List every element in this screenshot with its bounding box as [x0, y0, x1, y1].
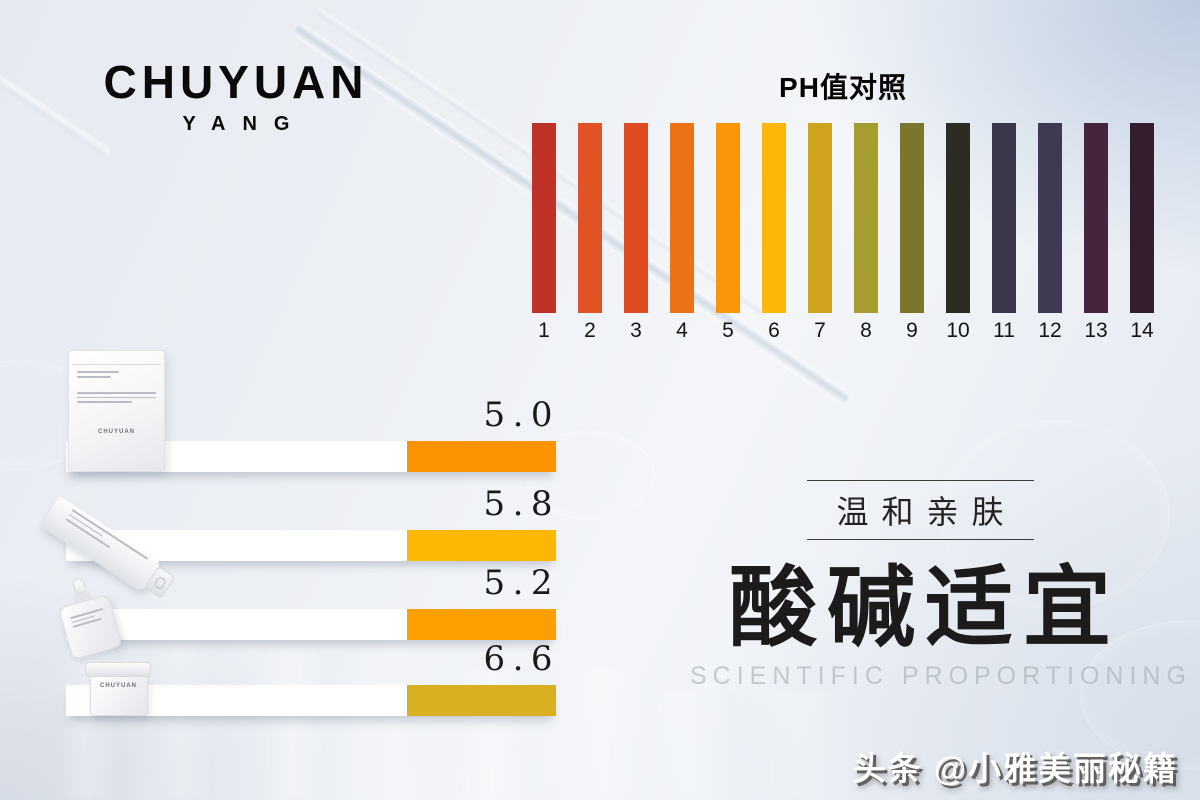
- ph-level-number: 7: [814, 319, 826, 342]
- ph-level-7: 7: [808, 123, 832, 343]
- ph-color-swatch: [1038, 123, 1062, 313]
- test-tube-decoration: [650, 690, 850, 800]
- ph-color-swatch: [762, 123, 786, 313]
- ph-scale-strip: 1 2 3 4 5 6 7 8 9 10 11 12 13 14: [532, 123, 1154, 343]
- brand-subname: YANG: [182, 113, 307, 136]
- ph-color-swatch: [946, 123, 970, 313]
- ph-value-segment: [407, 441, 556, 472]
- ph-color-swatch: [624, 123, 648, 313]
- ph-level-number: 4: [676, 319, 688, 342]
- cleanser-tube-image: [40, 477, 194, 599]
- divider-bottom: [806, 539, 1034, 540]
- ph-value-label: 5.2: [483, 563, 560, 603]
- ph-color-swatch: [578, 123, 602, 313]
- ph-scale-title: PH值对照: [779, 72, 907, 103]
- ph-level-number: 6: [768, 319, 780, 342]
- ph-level-number: 14: [1130, 319, 1154, 342]
- product-row-serum: 5.2: [58, 563, 556, 661]
- product-row-cleanser: 5.8: [40, 484, 556, 599]
- ph-color-swatch: [992, 123, 1016, 313]
- ph-value-label: 5.8: [483, 484, 560, 524]
- divider-top: [806, 480, 1034, 481]
- ph-level-number: 5: [722, 319, 734, 342]
- facial-mask-sachet-image: CHUYUAN: [68, 350, 165, 472]
- brand-logo: CHUYUAN YANG: [90, 58, 382, 136]
- ph-level-number: 1: [538, 319, 550, 342]
- claim-english-caption: SCIENTIFIC PROPORTIONING: [690, 662, 1192, 690]
- ph-level-number: 9: [906, 319, 918, 342]
- test-tube-decoration: [260, 650, 430, 800]
- ph-color-swatch: [716, 123, 740, 313]
- ph-level-12: 12: [1038, 123, 1062, 343]
- ph-level-number: 11: [993, 319, 1015, 342]
- ph-color-swatch: [854, 123, 878, 313]
- ph-level-3: 3: [624, 123, 648, 343]
- serum-dropper-bottle-image: [54, 576, 164, 661]
- ph-color-swatch: [670, 123, 694, 313]
- ph-level-9: 9: [900, 123, 924, 343]
- watermark-text: 头条 @小雅美丽秘籍: [852, 750, 1178, 787]
- ph-level-2: 2: [578, 123, 602, 343]
- ph-level-number: 10: [946, 319, 970, 342]
- ph-level-10: 10: [946, 123, 970, 343]
- ph-level-number: 2: [584, 319, 596, 342]
- ph-level-number: 3: [630, 319, 642, 342]
- ph-value-label: 5.0: [483, 395, 560, 435]
- product-row-mask: 5.0 CHUYUAN: [66, 350, 556, 472]
- ph-level-1: 1: [532, 123, 556, 343]
- brand-name: CHUYUAN: [103, 56, 369, 108]
- ph-color-swatch: [1130, 123, 1154, 313]
- ph-value-label: 6.6: [483, 639, 560, 679]
- ph-color-swatch: [532, 123, 556, 313]
- claims-block: 温和亲肤 SCIENTIFIC PROPORTIONING 酸碱适宜: [690, 480, 1186, 690]
- claim-subtitle: 温和亲肤: [836, 494, 1017, 530]
- ph-value-segment: [407, 609, 556, 640]
- ph-level-number: 8: [860, 319, 872, 342]
- cream-jar-image: CHUYUAN: [85, 662, 152, 717]
- ph-level-number: 12: [1038, 319, 1062, 342]
- ph-level-8: 8: [854, 123, 878, 343]
- ph-color-swatch: [808, 123, 832, 313]
- ph-color-swatch: [900, 123, 924, 313]
- ph-level-number: 13: [1084, 319, 1108, 342]
- ph-level-6: 6: [762, 123, 786, 343]
- ph-value-segment: [407, 530, 556, 561]
- ph-level-13: 13: [1084, 123, 1108, 343]
- ph-level-5: 5: [716, 123, 740, 343]
- ph-level-4: 4: [670, 123, 694, 343]
- ph-value-segment: [407, 685, 556, 716]
- claim-headline: 酸碱适宜: [728, 558, 1121, 657]
- ph-level-11: 11: [992, 123, 1016, 343]
- ph-color-swatch: [1084, 123, 1108, 313]
- product-row-cream: 6.6 CHUYUAN: [66, 639, 556, 716]
- ph-level-14: 14: [1130, 123, 1154, 343]
